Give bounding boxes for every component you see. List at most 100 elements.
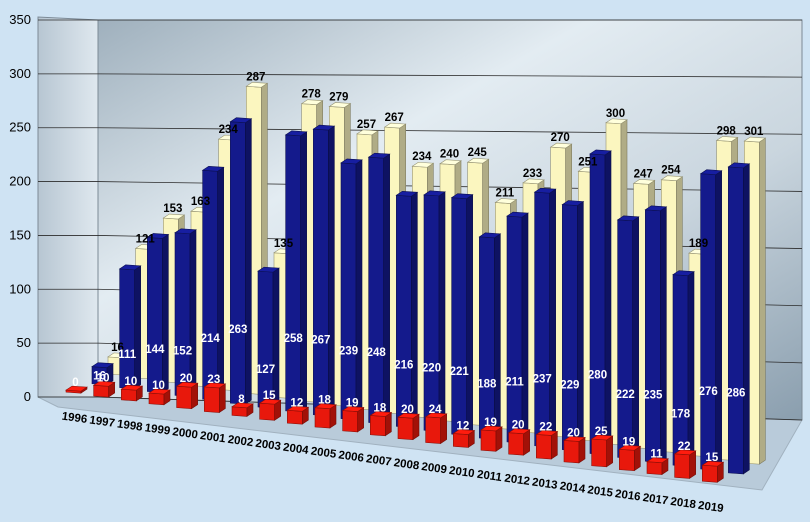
y-tick-label: 200 [9, 174, 31, 189]
y-tick-label: 50 [17, 335, 31, 350]
bar-top [300, 99, 324, 105]
bar [562, 204, 578, 451]
bar-side [328, 125, 335, 417]
bar-side [521, 212, 529, 444]
bar-side [191, 382, 198, 410]
bar [396, 194, 412, 428]
bar-top [341, 406, 365, 412]
bar [453, 433, 469, 448]
data-label: 20 [567, 427, 580, 439]
bar-top [699, 169, 723, 175]
data-label: 216 [394, 360, 413, 372]
bar-side [604, 150, 612, 456]
bar [119, 268, 135, 389]
gridline [97, 127, 803, 135]
bar [147, 237, 163, 393]
data-label: 254 [661, 165, 681, 177]
bar-top [395, 190, 419, 197]
bar-side [577, 201, 584, 452]
data-label: 278 [302, 89, 322, 101]
data-label: 16 [111, 342, 124, 354]
bar [368, 156, 384, 424]
y-tick-label: 100 [9, 281, 31, 296]
data-label: 15 [263, 390, 276, 402]
bar-top [314, 403, 337, 410]
bar-side [759, 137, 766, 465]
bar-top [174, 228, 197, 235]
bar-top [522, 178, 545, 185]
bar-top [369, 411, 393, 417]
data-label: 144 [145, 344, 165, 356]
bar-top [146, 233, 170, 239]
x-tick-label: 2018 [670, 496, 698, 512]
bar-top [367, 152, 391, 159]
x-tick-label: 2016 [614, 488, 641, 503]
data-label: 20 [512, 420, 525, 432]
bar-top [673, 449, 697, 456]
bar-top [452, 429, 476, 435]
bar-top [245, 81, 269, 88]
bar-top [328, 102, 352, 108]
bar-top [616, 215, 640, 222]
bar-side [217, 166, 224, 401]
data-label: 229 [560, 379, 579, 391]
bar [370, 415, 386, 437]
bar-top [590, 434, 614, 441]
bar-side [134, 265, 141, 390]
bar [121, 388, 137, 402]
data-label: 214 [201, 333, 221, 345]
data-label: 245 [468, 147, 488, 159]
data-label: 22 [678, 441, 691, 453]
bar [259, 402, 275, 421]
bar-side [687, 271, 695, 467]
y-tick-label: 250 [9, 120, 31, 135]
data-label: 19 [484, 417, 497, 429]
data-label: 247 [634, 168, 653, 180]
data-label: 11 [650, 449, 663, 461]
data-label: 163 [191, 196, 210, 208]
bar [204, 386, 220, 413]
bar [423, 194, 440, 432]
data-label: 20 [180, 373, 193, 385]
bar-top [424, 412, 448, 419]
data-label: 221 [450, 366, 470, 378]
bar-side [578, 436, 586, 464]
bar-top [439, 159, 462, 166]
bar-top [605, 118, 628, 125]
bar-top [480, 425, 503, 432]
data-label: 234 [219, 124, 239, 136]
data-label: 301 [744, 126, 764, 138]
bar [508, 432, 524, 456]
data-label: 10 [152, 380, 165, 392]
bar [591, 438, 607, 468]
bar-top [120, 384, 144, 391]
x-tick-label: 2006 [338, 449, 365, 464]
data-label: 135 [274, 238, 294, 250]
bar-top [535, 430, 559, 436]
x-tick-label: 1997 [89, 414, 116, 429]
bar [563, 440, 580, 464]
bar [148, 392, 165, 406]
x-tick-label: 2008 [393, 457, 421, 473]
data-label: 18 [318, 395, 331, 407]
x-tick-label: 2014 [559, 480, 587, 496]
data-label: 300 [606, 108, 625, 120]
data-label: 251 [578, 156, 598, 168]
data-label: 220 [422, 362, 441, 374]
x-tick-label: 2019 [697, 500, 724, 515]
bar-top [118, 264, 142, 271]
bar-top [162, 213, 186, 220]
bar-top [92, 380, 116, 387]
y-tick-label: 150 [9, 227, 31, 242]
bar-side [549, 188, 556, 448]
data-label: 270 [551, 132, 570, 144]
y-tick-label: 300 [9, 66, 31, 81]
x-tick-label: 2000 [172, 426, 199, 441]
bar-side [189, 229, 197, 397]
bar [480, 429, 497, 452]
bar-top [284, 130, 308, 137]
bar [672, 274, 689, 467]
bar-top [618, 444, 642, 451]
x-tick-label: 2010 [448, 465, 475, 480]
bar-top [533, 187, 557, 194]
